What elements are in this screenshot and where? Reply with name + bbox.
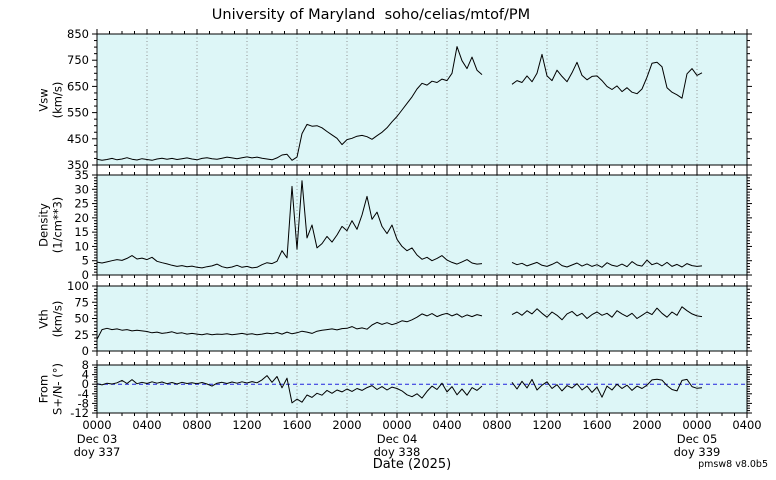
x-tick-date: Dec 05 xyxy=(677,432,718,446)
x-tick-doy: doy 338 xyxy=(374,445,421,459)
y-tick-label: -8 xyxy=(78,396,89,410)
y-axis-label-vsw: Vsw (km/s) xyxy=(36,81,64,118)
y-tick-label: 20 xyxy=(74,211,89,225)
y-tick-label: 15 xyxy=(74,225,89,239)
x-tick-label: 0000 xyxy=(682,418,711,432)
x-tick-label: 1200 xyxy=(532,418,561,432)
plot-title: University of Maryland soho/celias/mtof/… xyxy=(211,7,531,23)
y-tick-label: 750 xyxy=(67,53,89,67)
x-tick-label: 0400 xyxy=(732,418,761,432)
x-tick-doy: doy 337 xyxy=(74,445,121,459)
y-axis-label-line: Density xyxy=(36,203,51,247)
series-density xyxy=(96,180,483,269)
x-tick-date: Dec 03 xyxy=(77,432,118,446)
y-tick-label: 0 xyxy=(82,268,89,282)
y-tick-label: 550 xyxy=(67,106,89,120)
x-tick-label: 0000 xyxy=(382,418,411,432)
series-vth xyxy=(96,312,483,340)
x-tick-label: 1600 xyxy=(582,418,611,432)
y-tick-label: 5 xyxy=(82,254,89,268)
y-tick-label: 50 xyxy=(74,312,89,326)
x-tick-label: 0000 xyxy=(82,418,111,432)
y-tick-label: 35 xyxy=(74,168,89,182)
y-tick-label: -4 xyxy=(78,387,89,401)
y-axis-label-line: Vth xyxy=(36,308,51,329)
y-axis-label-angle: From S+/N- (°) xyxy=(36,363,64,415)
y-tick-label: 30 xyxy=(74,182,89,196)
x-tick-date: Dec 04 xyxy=(377,432,418,446)
y-tick-label: 850 xyxy=(67,27,89,41)
x-tick-label: 2000 xyxy=(632,418,661,432)
version-watermark: pmsw8 v8.0b5 xyxy=(698,459,768,470)
series-angle xyxy=(511,378,703,398)
x-axis-title: Date (2025) xyxy=(372,457,452,472)
series-vsw xyxy=(511,53,703,99)
y-tick-label: 650 xyxy=(67,79,89,93)
y-tick-label: 450 xyxy=(67,132,89,146)
y-tick-label: 350 xyxy=(67,158,89,172)
y-axis-label-line: From xyxy=(36,374,51,404)
x-tick-label: 0800 xyxy=(182,418,211,432)
y-tick-label: -12 xyxy=(70,406,89,420)
panel-vth: 0 25 50 75 100 xyxy=(67,279,752,358)
y-tick-label: 25 xyxy=(74,328,89,342)
y-axis-label-line: (km/s) xyxy=(50,81,64,118)
y-tick-label: 10 xyxy=(74,239,89,253)
y-tick-label: 8 xyxy=(82,358,89,372)
x-tick-label: 1600 xyxy=(282,418,311,432)
series-angle xyxy=(96,375,483,404)
x-tick-label: 0800 xyxy=(482,418,511,432)
x-tick-doy: doy 339 xyxy=(674,445,721,459)
x-tick-label: 0400 xyxy=(132,418,161,432)
x-tick-label: 0400 xyxy=(432,418,461,432)
y-axis-label-line: S+/N- (°) xyxy=(50,363,64,415)
x-tick-label: 2000 xyxy=(332,418,361,432)
y-tick-label: 0 xyxy=(82,377,89,391)
series-vsw xyxy=(96,46,483,161)
series-density xyxy=(511,259,703,268)
panel-vsw: 350 450 550 650 750 850 xyxy=(67,27,752,172)
y-axis-label-line: (km/s) xyxy=(50,300,64,337)
y-tick-label: 4 xyxy=(82,368,89,382)
y-tick-label: 75 xyxy=(74,295,89,309)
y-axis-label-vth: Vth (km/s) xyxy=(36,300,64,337)
y-axis-label-density: Density (1/cm**3) xyxy=(36,196,64,254)
y-tick-label: 100 xyxy=(67,279,89,293)
y-tick-label: 0 xyxy=(82,344,89,358)
series-vth xyxy=(511,306,703,321)
y-axis-label-line: (1/cm**3) xyxy=(50,196,64,254)
y-tick-label: 25 xyxy=(74,197,89,211)
x-tick-label: 1200 xyxy=(232,418,261,432)
y-axis-label-line: Vsw xyxy=(36,87,51,112)
